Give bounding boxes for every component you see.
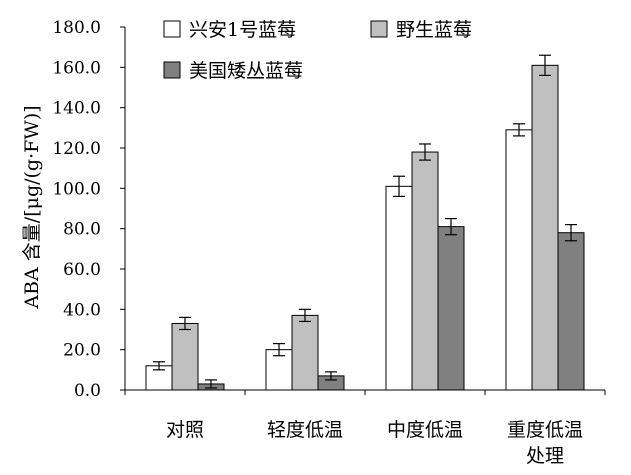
legend-label: 美国矮丛蓝莓 <box>189 60 303 82</box>
y-tick-label: 60.0 <box>63 260 101 280</box>
bar <box>531 64 559 391</box>
legend-swatch <box>370 20 388 38</box>
x-tick-label: 轻度低温 <box>267 419 343 441</box>
y-tick-label: 20.0 <box>63 341 101 361</box>
y-tick-label: 160.0 <box>52 58 101 78</box>
bar <box>505 129 533 391</box>
y-tick-label: 120.0 <box>52 139 101 159</box>
bar <box>411 151 439 391</box>
legend-swatch <box>163 20 181 38</box>
y-tick-label: 80.0 <box>63 220 101 240</box>
x-tick-label: 处理 <box>526 445 564 467</box>
bar <box>265 349 293 391</box>
x-tick-label: 对照 <box>166 419 204 441</box>
x-tick-label: 中度低温 <box>387 419 463 441</box>
y-tick-label: 0.0 <box>74 381 101 401</box>
legend-label: 兴安1号蓝莓 <box>189 19 296 41</box>
legend-swatch <box>163 61 181 79</box>
bar <box>385 185 413 391</box>
bar <box>557 232 585 391</box>
bar <box>171 322 199 391</box>
y-tick-label: 180.0 <box>52 18 101 38</box>
plot-area: 0.0 20.0 40.0 60.0 80.0 100.0 120.0 140.0 160.0 1… <box>52 18 606 467</box>
bar <box>291 314 319 391</box>
legend-label: 野生蓝莓 <box>396 19 472 41</box>
y-axis-title: ABA 含量/[μg/(g·FW)] <box>21 105 43 309</box>
y-tick-label: 140.0 <box>52 99 101 119</box>
x-tick-label: 重度低温 <box>507 419 583 441</box>
y-tick-label: 40.0 <box>63 300 101 320</box>
y-tick-label: 100.0 <box>52 179 101 199</box>
bar <box>437 226 465 391</box>
